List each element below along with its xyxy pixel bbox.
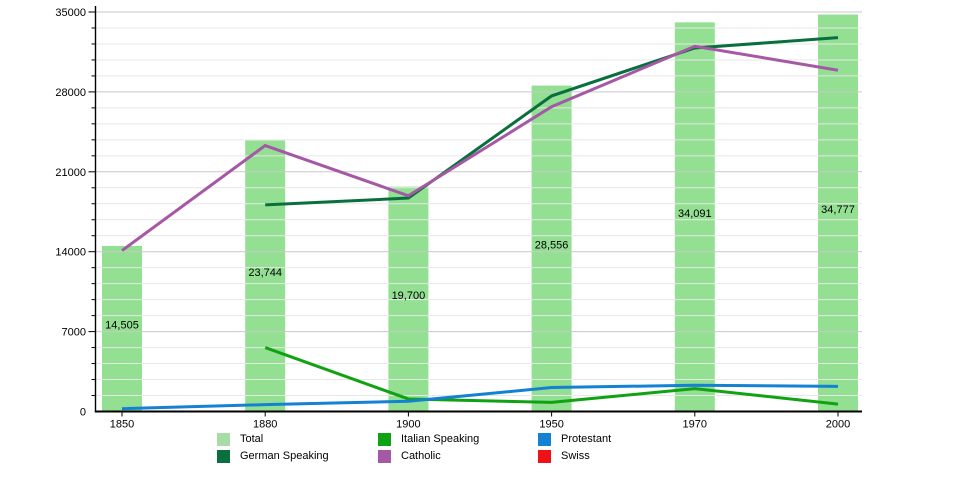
bar-value-label: 23,744 (248, 267, 282, 279)
bar-value-labels-group: 14,505 23,744 19,700 28,556 34,091 34,777 (105, 204, 855, 332)
legend-item-italian-speaking: Italian Speaking (378, 433, 538, 446)
legend-item-catholic: Catholic (378, 450, 538, 463)
y-axis-tick-label: 7000 (62, 327, 86, 339)
bar-total-2000 (818, 14, 858, 412)
legend-swatch-protestant-icon (538, 433, 551, 446)
y-axis-tick-label: 14000 (55, 247, 86, 259)
legend-swatch-catholic-icon (378, 450, 391, 463)
legend-label-protestant: Protestant (561, 433, 612, 445)
bar-value-label: 14,505 (105, 320, 139, 332)
chart-legend: Total German Speaking Italian Speaking C… (217, 433, 611, 467)
bar-total-1970 (674, 22, 715, 412)
bars-group (102, 14, 858, 412)
series-line-protestant (121, 383, 839, 411)
gridlines-group (95, 11, 862, 397)
x-axis-tick-label: 1850 (110, 419, 134, 431)
y-axis-tick-label: 28000 (55, 87, 86, 99)
legend-label-german-speaking: German Speaking (240, 450, 329, 462)
series-line-italian-speaking (264, 346, 839, 406)
legend-column-2: Italian Speaking Catholic (378, 433, 538, 467)
legend-item-swiss: Swiss (538, 450, 611, 463)
series-line-german-speaking (265, 36, 839, 207)
x-axis-tick-label: 1900 (396, 419, 420, 431)
bar-total-1850 (102, 245, 142, 412)
legend-swatch-italian-speaking-icon (378, 433, 391, 446)
legend-item-total: Total (217, 433, 378, 446)
legend-column-1: Total German Speaking (217, 433, 378, 467)
bar-value-label: 34,091 (678, 208, 712, 220)
bar-total-1900 (388, 186, 429, 412)
legend-swatch-total-icon (217, 433, 230, 446)
x-axis-tick-label: 1880 (253, 419, 277, 431)
x-axis-tick-label: 1950 (539, 419, 563, 431)
y-axis-tick-label: 0 (80, 407, 86, 419)
bar-total-1880 (245, 140, 286, 412)
bar-value-label: 28,556 (535, 240, 569, 252)
axes-group: 0 7000 14000 21000 28000 35000 1850 1880 1900 195… (55, 6, 862, 431)
legend-swatch-swiss-icon (538, 450, 551, 463)
legend-label-italian-speaking: Italian Speaking (401, 433, 480, 445)
legend-label-swiss: Swiss (561, 450, 590, 462)
legend-item-protestant: Protestant (538, 433, 611, 446)
x-axis-tick-label: 1970 (683, 419, 707, 431)
legend-label-total: Total (240, 433, 264, 445)
y-axis-tick-label: 21000 (55, 167, 86, 179)
legend-label-catholic: Catholic (401, 450, 441, 462)
legend-swatch-german-speaking-icon (217, 450, 230, 463)
bar-value-label: 34,777 (821, 204, 855, 216)
legend-item-german-speaking: German Speaking (217, 450, 378, 463)
legend-column-3: Protestant Swiss (538, 433, 611, 467)
bar-value-label: 19,700 (392, 290, 426, 302)
y-axis-tick-label: 35000 (55, 7, 86, 19)
x-axis-tick-label: 2000 (826, 419, 850, 431)
series-line-catholic (121, 44, 839, 252)
